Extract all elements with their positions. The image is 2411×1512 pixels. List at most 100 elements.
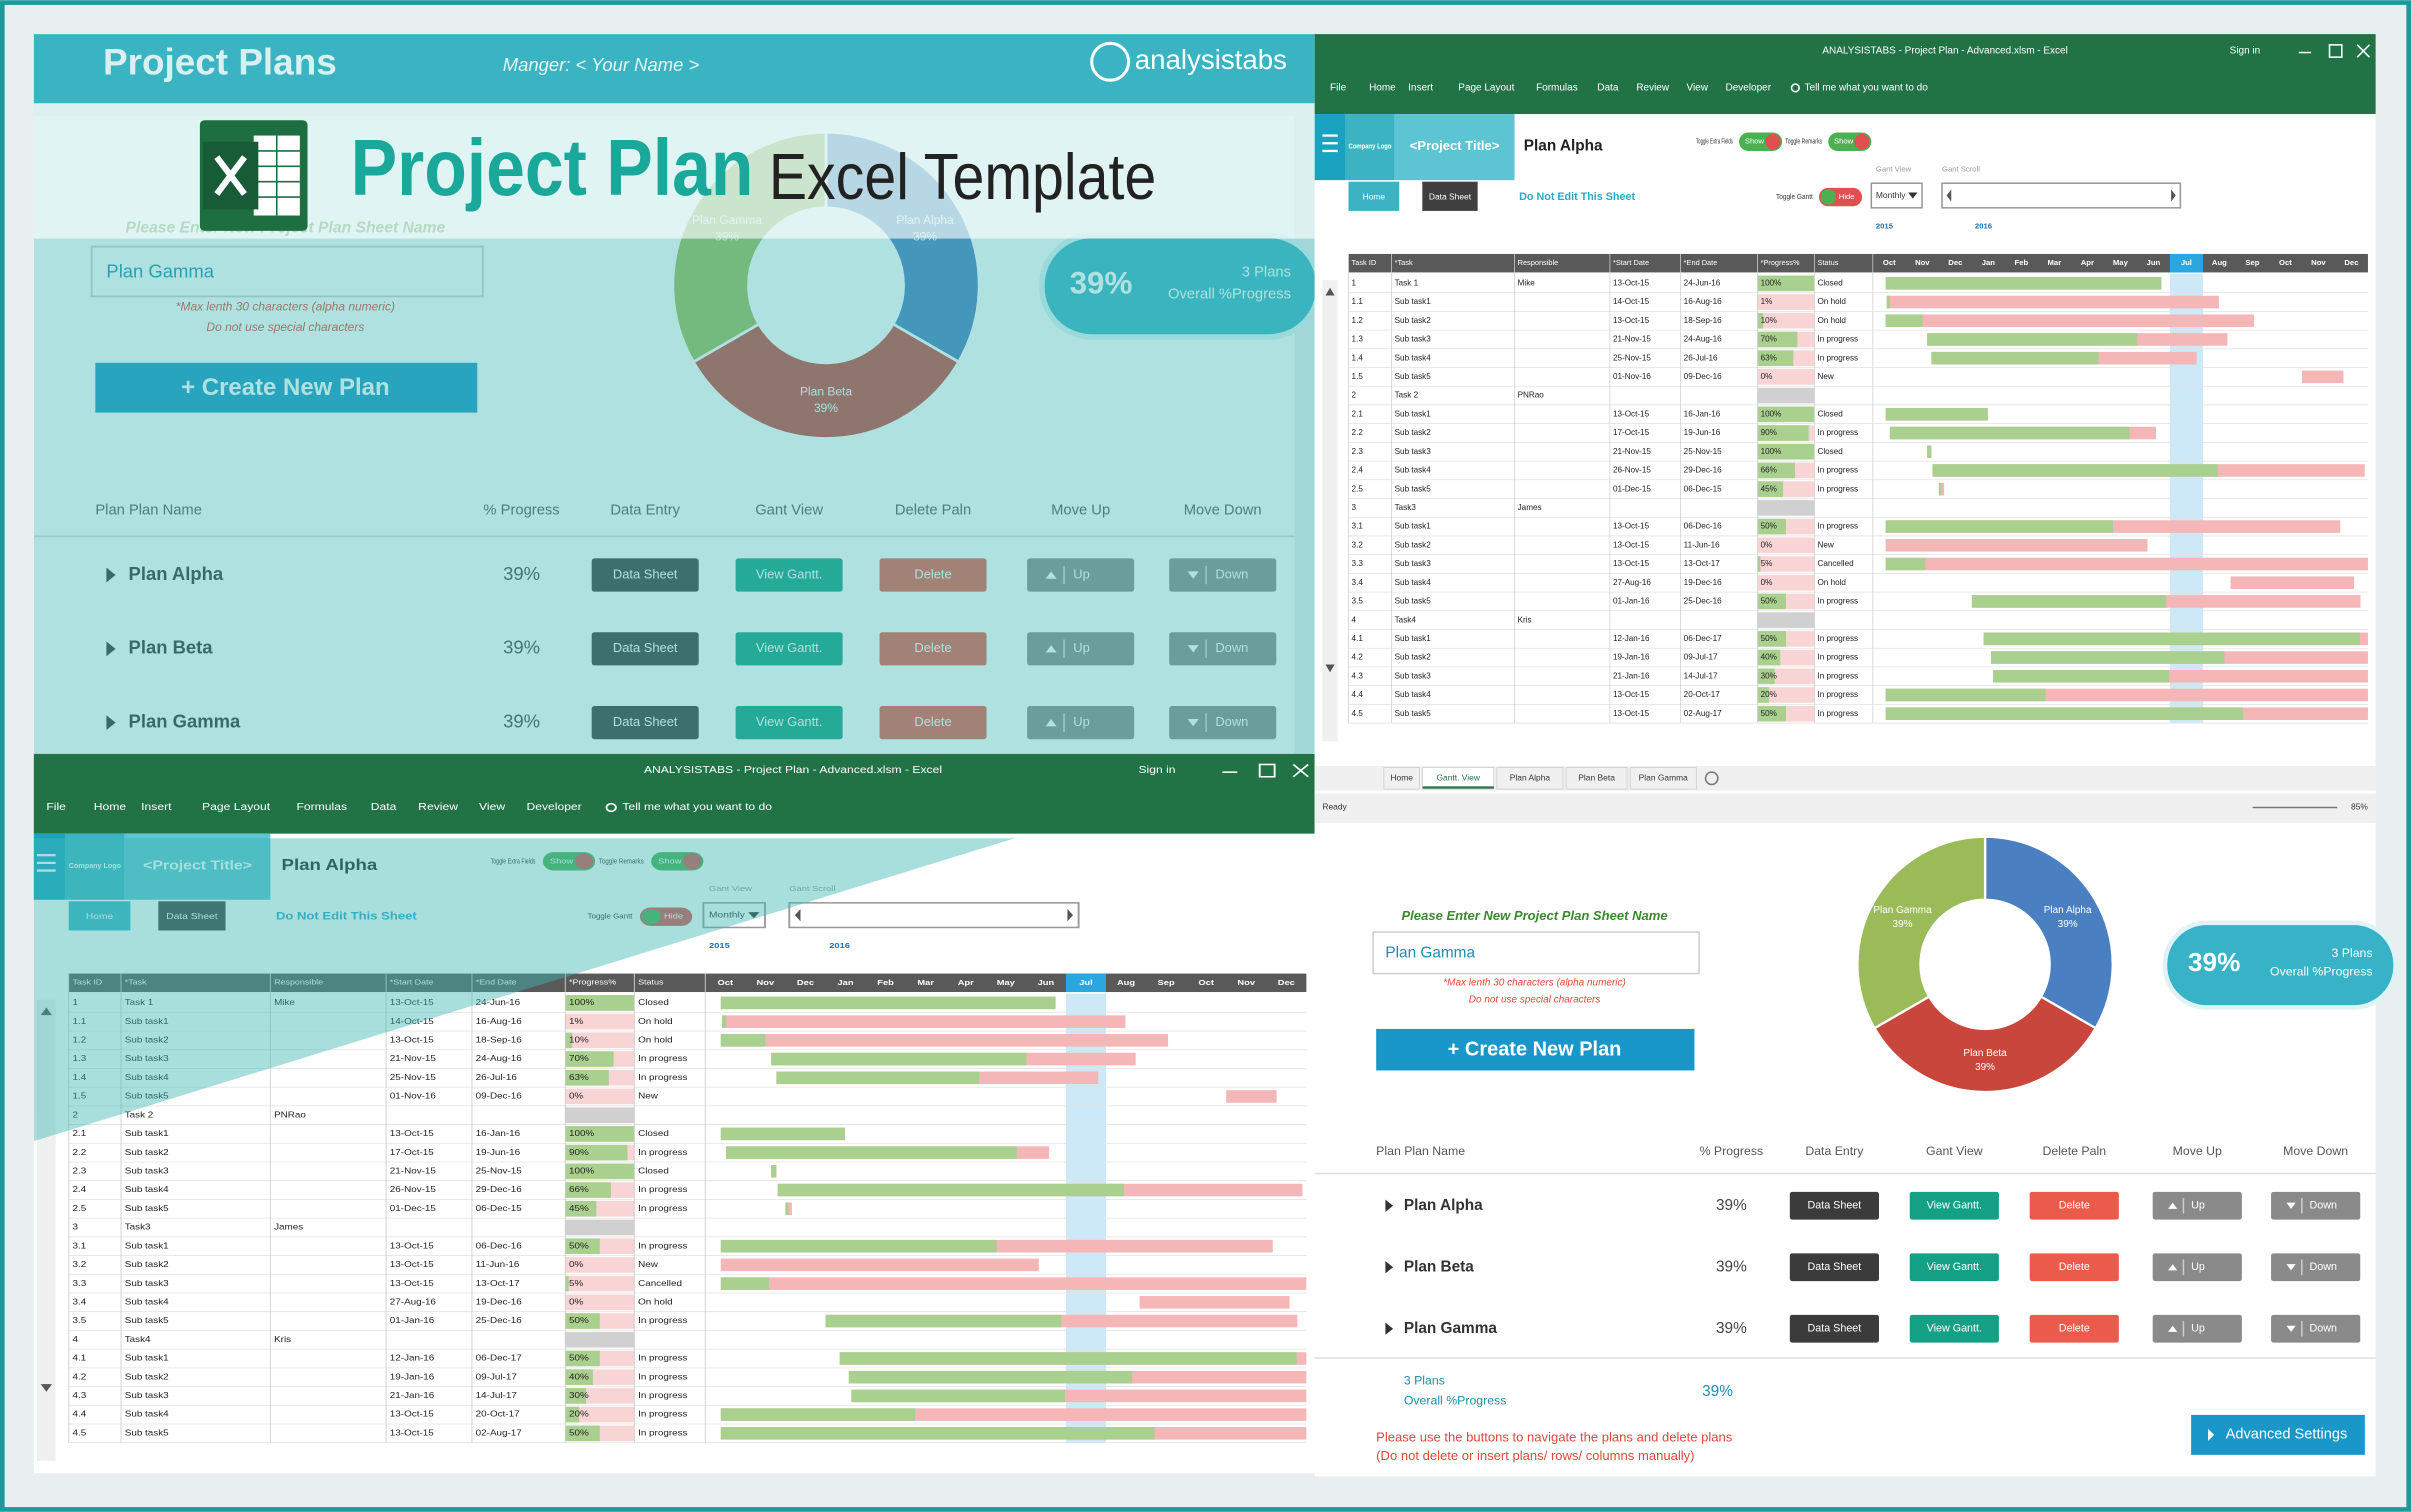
down-button[interactable]	[1169, 706, 1277, 740]
cell: Sub task3	[1395, 335, 1432, 344]
cell: In progress	[1817, 653, 1858, 662]
up-button[interactable]	[1027, 632, 1135, 666]
delete-button[interactable]	[879, 706, 987, 740]
gantt-button[interactable]	[735, 632, 843, 666]
gantt-done	[1885, 688, 2046, 702]
expand-arrow[interactable]	[1385, 1199, 1394, 1212]
maximize[interactable]	[2328, 44, 2343, 58]
hamburger[interactable]	[28, 833, 66, 900]
delete-button[interactable]	[879, 558, 987, 592]
gant-scrollbar[interactable]	[788, 902, 1080, 929]
delete-button[interactable]	[879, 632, 987, 666]
column-header: % Progress	[483, 502, 559, 518]
banner-title: Project Plan	[351, 123, 754, 212]
up-button[interactable]	[2152, 1191, 2242, 1220]
sheet-tab[interactable]	[1629, 767, 1697, 790]
nav-button[interactable]	[1348, 181, 1400, 211]
scroll-gutter[interactable]	[37, 999, 56, 1462]
expand-arrow[interactable]	[106, 715, 116, 731]
gantt-button[interactable]	[735, 558, 843, 592]
progress-bar	[1757, 481, 1784, 497]
up-button[interactable]	[2152, 1314, 2242, 1343]
cell: In progress	[638, 1391, 688, 1400]
up-button[interactable]	[1027, 558, 1135, 592]
cell: 90%	[569, 1148, 589, 1157]
view-mode: Monthly	[1876, 190, 1906, 200]
down-button[interactable]	[2271, 1314, 2361, 1343]
gantt-button[interactable]	[1909, 1314, 1999, 1343]
data-button[interactable]	[591, 632, 699, 666]
create-button[interactable]	[1376, 1028, 1695, 1071]
add-sheet[interactable]	[1704, 771, 1719, 786]
toggle-state: Show	[1834, 137, 1854, 146]
cell: Sub task5	[125, 1091, 169, 1100]
down-button[interactable]	[1169, 558, 1277, 592]
create-button[interactable]	[95, 362, 478, 413]
cell: 29-Dec-16	[476, 1185, 522, 1194]
gantt-remaining	[1885, 539, 2148, 552]
cell: In progress	[638, 1054, 688, 1063]
gantt-done	[1889, 426, 2130, 440]
down-button[interactable]	[2271, 1191, 2361, 1220]
gantt-bars	[720, 996, 1307, 1440]
nav-button[interactable]	[158, 901, 226, 931]
close[interactable]	[1292, 763, 1309, 778]
down-button[interactable]	[1169, 632, 1277, 666]
delete-button-label: Delete	[2059, 1200, 2090, 1212]
cell: 24-Aug-16	[1684, 335, 1722, 344]
expand-arrow[interactable]	[1385, 1322, 1394, 1335]
nav-button[interactable]	[68, 901, 131, 931]
delete-button[interactable]	[2029, 1314, 2119, 1343]
donut-slice	[1856, 835, 1987, 1030]
expand-arrow[interactable]	[106, 641, 116, 657]
gantt-button[interactable]	[1909, 1191, 1999, 1220]
progress-bar	[565, 1388, 587, 1404]
sheet-tab[interactable]	[1383, 767, 1420, 790]
cell: 2.2	[72, 1148, 86, 1157]
gantt-button-label: View Gantt.	[1927, 1323, 1982, 1335]
progress-cell	[565, 1257, 635, 1273]
cell: Sub task4	[125, 1073, 169, 1082]
cell: 19-Jun-16	[476, 1148, 520, 1157]
data-button[interactable]	[591, 558, 699, 592]
expand-arrow[interactable]	[106, 567, 116, 583]
sheet-tab[interactable]	[1496, 767, 1564, 790]
advanced-button[interactable]	[2191, 1414, 2365, 1455]
cell: 27-Aug-16	[390, 1297, 436, 1306]
scroll-gutter[interactable]	[1322, 280, 1338, 742]
gant-scrollbar[interactable]	[1941, 182, 2182, 209]
cell: 4.5	[1352, 709, 1364, 718]
progress-bar	[1757, 275, 1815, 292]
gantt-button[interactable]	[1909, 1253, 1999, 1282]
sheet-tab[interactable]	[1422, 767, 1495, 790]
toggle-label: Toggle Gantt	[1776, 192, 1813, 201]
close[interactable]	[2356, 44, 2371, 58]
gantt-button[interactable]	[735, 706, 843, 740]
data-button[interactable]	[1789, 1314, 1879, 1343]
data-button[interactable]	[591, 706, 699, 740]
cell: Closed	[638, 1166, 669, 1175]
cell: 50%	[1761, 597, 1777, 606]
column-header: Responsible	[274, 978, 324, 986]
data-button[interactable]	[1789, 1253, 1879, 1282]
up-button[interactable]	[2152, 1253, 2242, 1282]
maximize[interactable]	[1258, 763, 1276, 778]
sheet-tab-label: Plan Alpha	[1510, 773, 1551, 783]
top-right-excel: ANALYSISTABS - Project Plan - Advanced.x…	[1314, 34, 2376, 823]
down-button[interactable]	[2271, 1253, 2361, 1282]
up-button[interactable]	[1027, 706, 1135, 740]
delete-button[interactable]	[2029, 1253, 2119, 1282]
name-input[interactable]	[1372, 931, 1700, 975]
column-header: Gant View	[1926, 1144, 1983, 1158]
top-left-panel: Please Enter New Project Plan Sheet Name…	[33, 34, 1315, 754]
data-button[interactable]	[1789, 1191, 1879, 1220]
ribbon	[33, 753, 1315, 834]
delete-button-label: Delete	[2059, 1261, 2090, 1273]
cell: 2.2	[1352, 428, 1364, 437]
hamburger[interactable]	[1314, 114, 1346, 181]
nav-button[interactable]	[1422, 181, 1478, 211]
sheet-tab[interactable]	[1565, 767, 1628, 790]
delete-button[interactable]	[2029, 1191, 2119, 1220]
name-input[interactable]	[90, 245, 484, 298]
expand-arrow[interactable]	[1385, 1261, 1394, 1274]
